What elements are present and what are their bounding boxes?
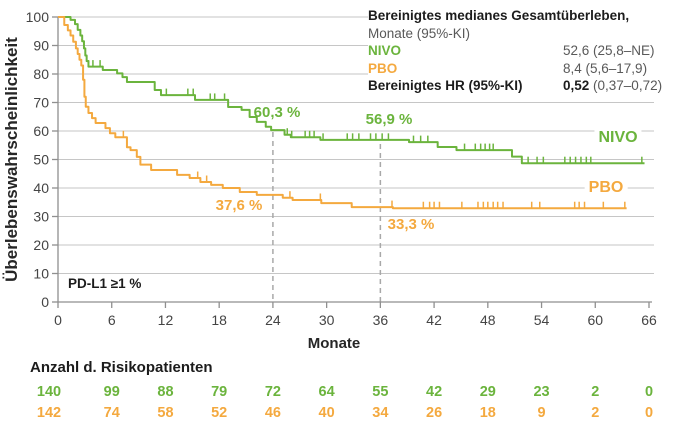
- risk-count-nivo: 79: [211, 384, 228, 400]
- legend-hr-value-bold: 0,52: [563, 78, 590, 94]
- legend-row-hr: Bereinigtes HR (95%-KI) 0,52 (0,37–0,72): [368, 77, 671, 95]
- legend-hr-label: Bereinigtes HR (95%-KI): [368, 78, 523, 94]
- y-tick-label: 10: [33, 266, 49, 282]
- x-tick-label: 66: [641, 312, 657, 328]
- risk-count-nivo: 29: [479, 384, 496, 400]
- x-tick-label: 6: [108, 312, 116, 328]
- y-tick-label: 20: [33, 237, 49, 253]
- legend-subtitle: Monate (95%-KI): [368, 25, 471, 41]
- x-tick-label: 24: [265, 312, 281, 328]
- landmark-pbo-36m: 33,3 %: [387, 216, 435, 233]
- y-tick-label: 80: [33, 66, 49, 82]
- x-tick-label: 12: [158, 312, 174, 328]
- risk-count-pbo: 18: [479, 405, 496, 421]
- risk-count-nivo: 72: [264, 384, 281, 400]
- risk-count-pbo: 58: [157, 405, 174, 421]
- y-tick-label: 50: [33, 152, 49, 168]
- landmark-pbo-24m: 37,6 %: [215, 197, 263, 214]
- x-tick-label: 18: [211, 312, 227, 328]
- risk-count-pbo: 0: [644, 405, 654, 421]
- x-tick-label: 36: [373, 312, 389, 328]
- legend-pbo-value: 8,4 (5,6–17,9): [563, 60, 648, 76]
- risk-count-nivo: 23: [533, 384, 550, 400]
- risk-count-pbo: 26: [426, 405, 443, 421]
- risk-count-nivo: 55: [372, 384, 389, 400]
- y-tick-label: 40: [33, 180, 49, 196]
- risk-count-pbo: 52: [211, 405, 228, 421]
- risk-count-pbo: 40: [318, 405, 335, 421]
- legend-nivo-label: NIVO: [368, 43, 402, 59]
- y-tick-label: 100: [26, 9, 50, 25]
- risk-count-nivo: 140: [36, 384, 62, 400]
- risk-count-pbo: 9: [537, 405, 546, 421]
- pbo-curve-label: PBO: [584, 179, 628, 197]
- y-tick-label: 70: [33, 95, 49, 111]
- risk-count-nivo: 88: [157, 384, 174, 400]
- x-tick-label: 42: [426, 312, 442, 328]
- y-tick-label: 30: [33, 209, 49, 225]
- x-tick-label: 0: [54, 312, 62, 328]
- nivo-curve-label: NIVO: [594, 129, 642, 147]
- legend-title: Bereinigtes medianes Gesamtüberleben,: [368, 8, 630, 23]
- risk-count-pbo: 46: [264, 405, 281, 421]
- risk-count-pbo: 2: [591, 405, 600, 421]
- legend-row-pbo: PBO 8,4 (5,6–17,9): [368, 60, 671, 78]
- legend-pbo-label: PBO: [368, 60, 398, 76]
- risk-count-pbo: 142: [36, 405, 62, 421]
- risk-count-nivo: 2: [591, 384, 600, 400]
- legend-nivo-value: 52,6 (25,8–NE): [563, 43, 655, 59]
- risk-count-nivo: 99: [103, 384, 120, 400]
- x-tick-label: 54: [534, 312, 550, 328]
- y-axis-title: Überlebenswahrscheinlichkeit: [2, 37, 21, 282]
- landmark-nivo-24m: 60,3 %: [253, 104, 301, 121]
- risk-table-title: Anzahl d. Risikopatienten: [30, 359, 213, 376]
- y-tick-label: 90: [33, 38, 49, 54]
- landmark-nivo-36m: 56,9 %: [365, 111, 413, 128]
- x-tick-label: 48: [480, 312, 496, 328]
- y-tick-label: 0: [41, 294, 49, 310]
- legend-box: Bereinigtes medianes Gesamtüberleben, Mo…: [368, 7, 671, 95]
- x-tick-label: 60: [587, 312, 603, 328]
- risk-count-nivo: 0: [644, 384, 654, 400]
- legend-hr-value: 0,52 (0,37–0,72): [563, 77, 662, 95]
- legend-row-nivo: NIVO 52,6 (25,8–NE): [368, 42, 671, 60]
- nivo-survival-curve: [58, 16, 645, 165]
- risk-count-nivo: 64: [318, 384, 335, 400]
- y-tick-label: 60: [33, 123, 49, 139]
- pdl1-subgroup-label: PD-L1 ≥1 %: [68, 276, 142, 291]
- pbo-survival-curve: [58, 16, 627, 210]
- x-axis-title: Monate: [307, 335, 361, 352]
- legend-hr-ci: (0,37–0,72): [589, 78, 663, 94]
- risk-count-pbo: 74: [103, 405, 120, 421]
- risk-count-nivo: 42: [426, 384, 443, 400]
- risk-count-pbo: 34: [372, 405, 389, 421]
- x-tick-label: 30: [319, 312, 335, 328]
